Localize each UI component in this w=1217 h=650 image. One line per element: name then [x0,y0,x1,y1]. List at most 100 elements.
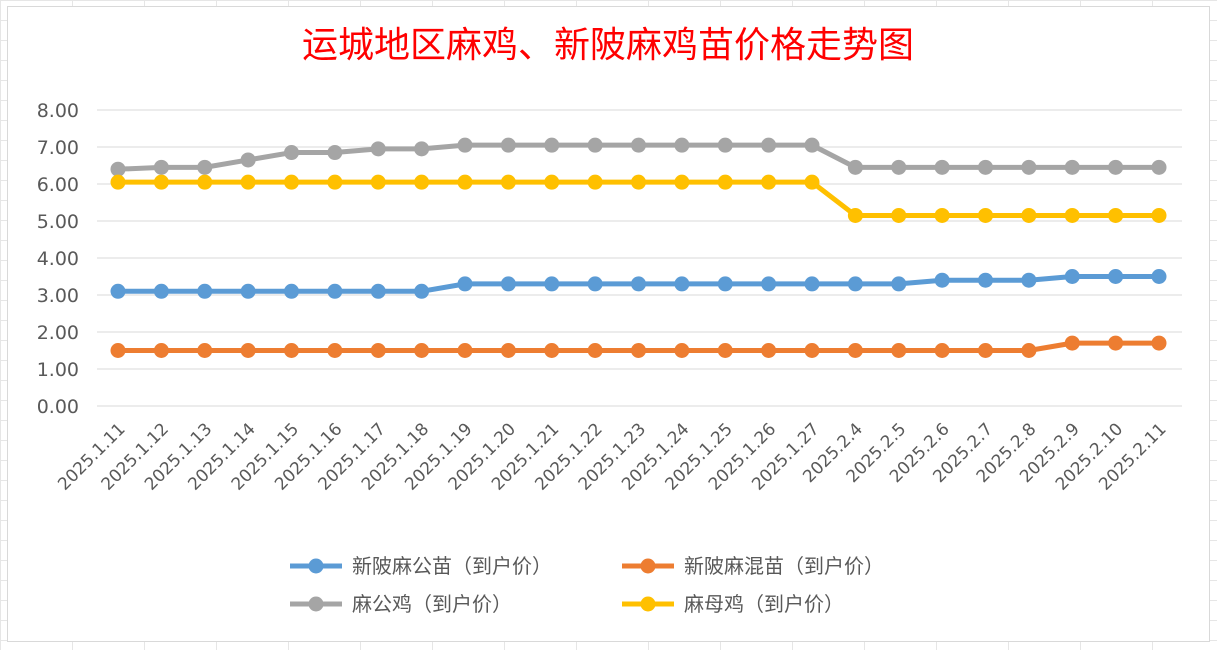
data-point[interactable] [284,283,299,299]
data-point[interactable] [327,283,343,299]
data-point[interactable] [674,276,690,292]
data-point[interactable] [761,174,777,190]
data-point[interactable] [110,343,126,358]
data-point[interactable] [544,276,560,292]
data-point[interactable] [891,207,907,223]
data-point[interactable] [457,276,473,292]
legend-item[interactable]: 麻公鸡（到户价） [290,592,512,616]
data-point[interactable] [631,276,646,292]
legend[interactable]: 新陂麻公苗（到户价） 新陂麻混苗（到户价） 麻公鸡（到户价） 麻母鸡（到户价） [290,554,884,616]
data-point[interactable] [414,141,430,157]
data-point[interactable] [674,137,690,153]
data-point[interactable] [587,174,603,190]
data-point[interactable] [978,272,993,288]
data-point[interactable] [414,174,430,190]
data-point[interactable] [240,343,256,358]
data-point[interactable] [153,159,169,175]
data-point[interactable] [804,174,820,190]
data-point[interactable] [197,174,213,190]
data-point[interactable] [1064,207,1080,223]
data-point[interactable] [370,174,386,190]
data-point[interactable] [414,343,430,358]
data-point[interactable] [327,343,343,358]
data-point[interactable] [587,343,603,358]
data-point[interactable] [1108,159,1124,175]
data-point[interactable] [761,276,777,292]
data-point[interactable] [934,343,950,358]
data-point[interactable] [240,152,256,168]
legend-item[interactable]: 新陂麻公苗（到户价） [290,554,552,578]
data-point[interactable] [1108,335,1124,351]
data-point[interactable] [978,159,993,175]
data-point[interactable] [1151,207,1167,223]
data-point[interactable] [457,137,473,153]
data-point[interactable] [717,276,733,292]
data-point[interactable] [153,174,169,190]
data-point[interactable] [847,207,863,223]
data-point[interactable] [847,159,863,175]
data-point[interactable] [370,283,386,299]
data-point[interactable] [197,159,213,175]
data-point[interactable] [544,174,560,190]
data-point[interactable] [631,343,646,358]
data-point[interactable] [891,276,907,292]
data-point[interactable] [153,343,169,358]
data-point[interactable] [1021,272,1037,288]
data-point[interactable] [197,343,213,358]
data-point[interactable] [847,276,863,292]
data-point[interactable] [544,343,560,358]
data-point[interactable] [631,137,646,153]
data-point[interactable] [457,343,473,358]
data-point[interactable] [1151,269,1167,284]
data-point[interactable] [1108,269,1124,284]
data-point[interactable] [934,207,950,223]
data-point[interactable] [1021,207,1037,223]
data-point[interactable] [804,276,820,292]
data-point[interactable] [717,343,733,358]
data-point[interactable] [197,283,213,299]
data-point[interactable] [544,137,560,153]
data-point[interactable] [804,137,820,153]
data-point[interactable] [110,161,126,177]
data-point[interactable] [934,159,950,175]
data-point[interactable] [240,283,256,299]
data-point[interactable] [978,207,993,223]
data-point[interactable] [414,283,430,299]
data-point[interactable] [284,174,299,190]
data-point[interactable] [1064,335,1080,351]
chart-area[interactable] [7,6,1210,642]
data-point[interactable] [1108,207,1124,223]
data-point[interactable] [1064,159,1080,175]
data-point[interactable] [370,141,386,157]
data-point[interactable] [284,145,299,161]
data-point[interactable] [500,276,516,292]
data-point[interactable] [717,137,733,153]
data-point[interactable] [500,137,516,153]
data-point[interactable] [1021,159,1037,175]
data-point[interactable] [674,343,690,358]
data-point[interactable] [240,174,256,190]
data-point[interactable] [587,137,603,153]
data-point[interactable] [978,343,993,358]
data-point[interactable] [934,272,950,288]
data-point[interactable] [1151,335,1167,351]
data-point[interactable] [891,343,907,358]
data-point[interactable] [761,343,777,358]
legend-item[interactable]: 新陂麻混苗（到户价） [622,554,884,578]
data-point[interactable] [1064,269,1080,284]
data-point[interactable] [847,343,863,358]
data-point[interactable] [110,283,126,299]
data-point[interactable] [284,343,299,358]
data-point[interactable] [804,343,820,358]
data-point[interactable] [327,174,343,190]
data-point[interactable] [1151,159,1167,175]
data-point[interactable] [587,276,603,292]
data-point[interactable] [457,174,473,190]
data-point[interactable] [327,145,343,161]
data-point[interactable] [370,343,386,358]
data-point[interactable] [717,174,733,190]
data-point[interactable] [674,174,690,190]
data-point[interactable] [153,283,169,299]
data-point[interactable] [1021,343,1037,358]
